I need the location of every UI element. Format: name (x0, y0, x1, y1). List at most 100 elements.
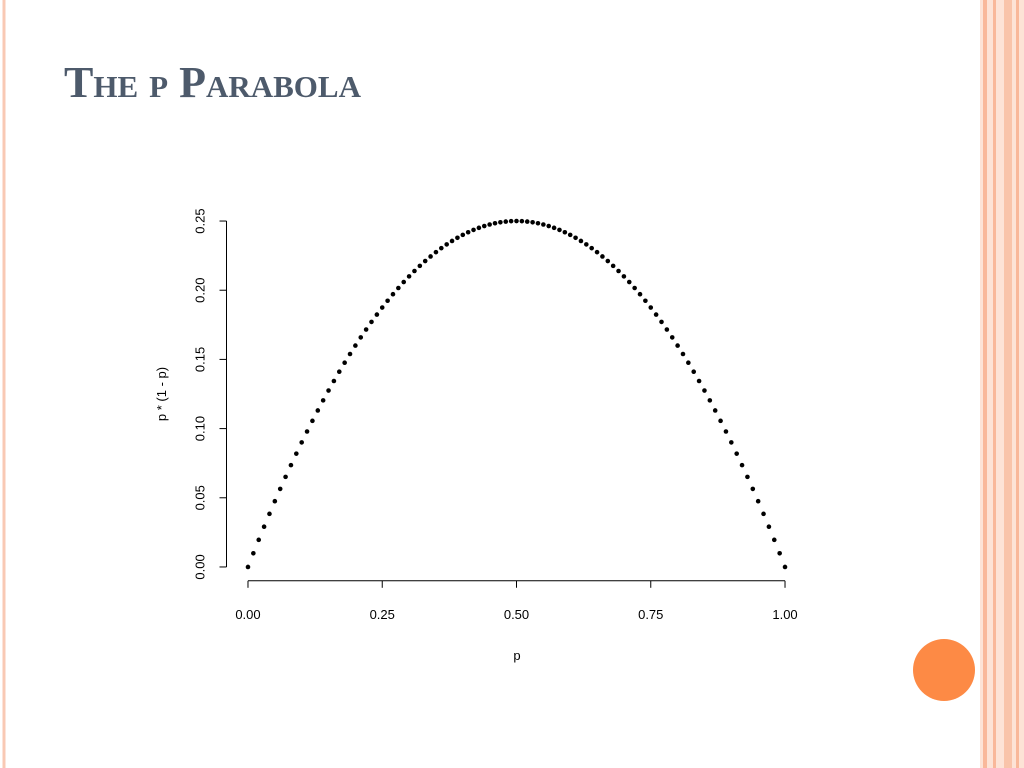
point (514, 218, 519, 224)
point (503, 219, 509, 224)
point (261, 524, 267, 529)
point (374, 312, 380, 317)
right-stripe (983, 0, 987, 768)
point (605, 258, 611, 264)
point (557, 227, 562, 233)
point (326, 388, 331, 393)
x-tick-label: 0.75 (638, 607, 663, 622)
point (621, 274, 627, 279)
point (455, 235, 460, 241)
point (541, 222, 546, 227)
point (487, 222, 492, 227)
point (567, 232, 573, 238)
point (385, 298, 390, 304)
point (718, 418, 723, 424)
point (358, 335, 364, 340)
point (315, 408, 321, 413)
y-tick-label: 0.15 (193, 347, 208, 372)
point (589, 245, 594, 251)
point (686, 360, 691, 366)
point (465, 229, 471, 235)
y-tick-label: 0.25 (193, 208, 208, 233)
point (363, 327, 369, 332)
point (750, 486, 756, 492)
point (745, 474, 750, 480)
y-axis-title: p * (1 - p) (154, 367, 169, 421)
point (519, 218, 525, 224)
point (734, 451, 739, 456)
point (422, 258, 428, 264)
point (562, 229, 568, 235)
point (396, 285, 401, 291)
point (777, 550, 782, 556)
point (584, 242, 589, 247)
point (476, 225, 482, 231)
point (664, 327, 670, 332)
point (761, 511, 766, 517)
point (401, 279, 407, 285)
right-stripe (1004, 0, 1012, 768)
point (331, 378, 337, 384)
point (680, 351, 686, 357)
point (691, 369, 697, 375)
point (766, 524, 772, 529)
point (320, 398, 326, 403)
chart: 0.00 0.25 0.50 0.75 1.00 0.00 0.05 0.10 0.15 0.20… (154, 208, 798, 663)
point (524, 219, 530, 224)
point (594, 249, 600, 255)
point (610, 263, 616, 269)
point (428, 254, 433, 259)
point (412, 268, 417, 274)
point (729, 440, 734, 445)
point (444, 242, 449, 247)
point (551, 225, 557, 231)
point (600, 254, 605, 259)
point (439, 245, 444, 251)
point (771, 537, 777, 543)
x-tick-label: 0.25 (370, 607, 395, 622)
point (696, 378, 702, 384)
point (347, 351, 353, 357)
y-tick-label: 0.10 (193, 416, 208, 441)
point (417, 263, 423, 269)
point (288, 462, 294, 468)
point (578, 238, 584, 244)
point (299, 440, 304, 445)
point (283, 474, 288, 480)
point (498, 219, 503, 225)
point (675, 343, 680, 348)
x-axis-title: p (513, 648, 520, 663)
point (294, 451, 299, 456)
point (406, 274, 412, 279)
point (712, 408, 718, 413)
point (460, 232, 466, 238)
point (546, 223, 552, 229)
point (723, 429, 729, 434)
point (369, 319, 374, 325)
x-tick-label: 1.00 (772, 607, 797, 622)
point (637, 291, 643, 297)
point (508, 218, 514, 224)
y-tick-label: 0.00 (193, 554, 208, 579)
point (659, 319, 664, 325)
point (616, 268, 621, 274)
x-tick-label: 0.50 (504, 607, 529, 622)
point (632, 285, 637, 291)
point (251, 550, 256, 556)
point (310, 418, 315, 424)
point (481, 223, 487, 229)
point (626, 279, 632, 285)
right-stripe (1016, 0, 1019, 768)
point (702, 388, 707, 393)
point (272, 498, 278, 504)
point (669, 335, 675, 340)
point (433, 249, 439, 255)
slide-title: The p Parabola (64, 58, 362, 107)
point (782, 564, 788, 570)
y-tick-label: 0.05 (193, 485, 208, 510)
point (643, 298, 648, 304)
point (353, 343, 358, 348)
point (535, 220, 541, 226)
